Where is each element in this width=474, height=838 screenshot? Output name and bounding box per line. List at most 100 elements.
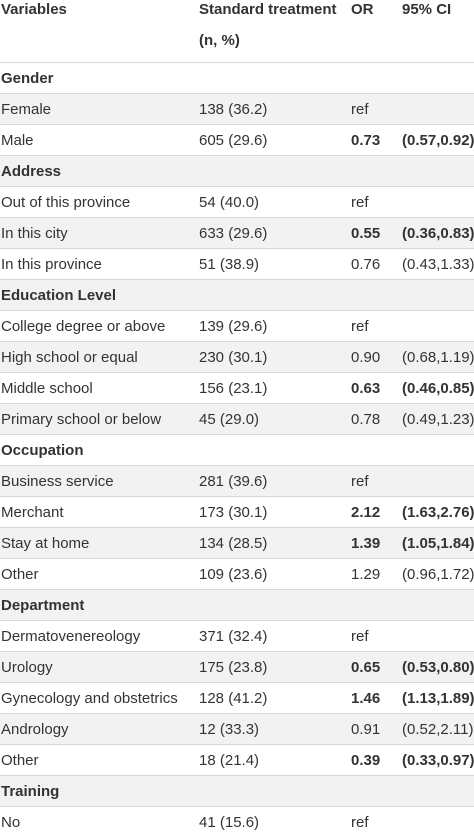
table-row: College degree or above 139 (29.6) ref (0, 310, 474, 342)
or-cell: ref (351, 472, 369, 490)
group-header-row: Address (0, 155, 474, 187)
ci-cell: (0.53,0.80) (402, 658, 474, 676)
variable-cell: Other (1, 751, 39, 769)
standard-treatment-cell: 41 (15.6) (199, 813, 260, 831)
standard-treatment-cell: 12 (33.3) (199, 720, 260, 738)
variable-cell: Middle school (1, 379, 93, 397)
table-row: Merchant 173 (30.1) 2.12 (1.63,2.76) (0, 496, 474, 528)
or-cell: ref (351, 193, 369, 211)
table-body: Gender Female 138 (36.2) ref Male 605 (29.6) 0… (0, 62, 474, 838)
or-cell: 0.63 (351, 379, 381, 397)
table-row: Dermatovenereology 371 (32.4) ref (0, 620, 474, 652)
standard-treatment-cell: 45 (29.0) (199, 410, 260, 428)
group-label: Address (1, 162, 62, 180)
variable-cell: Gynecology and obstetrics (1, 689, 178, 707)
or-cell: ref (351, 317, 369, 335)
ci-cell: (0.43,1.33) (402, 255, 474, 273)
or-cell: 1.29 (351, 565, 381, 583)
variable-cell: In this city (1, 224, 68, 242)
standard-treatment-cell: 134 (28.5) (199, 534, 268, 552)
or-cell: 1.46 (351, 689, 381, 707)
standard-treatment-cell: 54 (40.0) (199, 193, 260, 211)
ci-cell: (0.46,0.85) (402, 379, 474, 397)
group-label: Training (1, 782, 60, 800)
or-cell: 2.12 (351, 503, 381, 521)
ci-cell (401, 621, 474, 652)
or-cell: 0.55 (351, 224, 381, 242)
variable-cell: College degree or above (1, 317, 166, 335)
variable-cell: Andrology (1, 720, 69, 738)
standard-treatment-cell: 139 (29.6) (199, 317, 268, 335)
or-cell: 1.39 (351, 534, 381, 552)
or-cell: ref (351, 813, 369, 831)
ci-cell (401, 311, 474, 342)
or-cell: ref (351, 627, 369, 645)
variable-cell: Dermatovenereology (1, 627, 141, 645)
standard-treatment-cell: 175 (23.8) (199, 658, 268, 676)
ci-cell (401, 94, 474, 125)
header-standard-line2: (n, %) (199, 32, 240, 49)
or-cell: 0.91 (351, 720, 381, 738)
table-row: Out of this province 54 (40.0) ref (0, 186, 474, 218)
ci-cell: (0.49,1.23) (402, 410, 474, 428)
ci-cell: (1.63,2.76) (402, 503, 474, 521)
ci-cell: (0.36,0.83) (402, 224, 474, 242)
standard-treatment-cell: 230 (30.1) (199, 348, 268, 366)
table-row: Primary school or below 45 (29.0) 0.78 (0.4… (0, 403, 474, 435)
variable-cell: In this province (1, 255, 102, 273)
group-label: Gender (1, 69, 54, 87)
or-cell: 0.76 (351, 255, 381, 273)
header-or: OR (351, 1, 374, 18)
standard-treatment-cell: 51 (38.9) (199, 255, 260, 273)
header-ci: 95% CI (402, 1, 452, 18)
table-row: Gynecology and obstetrics 128 (41.2) 1.46 (… (0, 682, 474, 714)
table-row: No 41 (15.6) ref (0, 806, 474, 838)
or-cell: 0.90 (351, 348, 381, 366)
ci-cell: (0.96,1.72) (402, 565, 474, 583)
ci-cell: (1.05,1.84) (402, 534, 474, 552)
variable-cell: Business service (1, 472, 114, 490)
group-label: Department (1, 596, 85, 614)
table-row: Male 605 (29.6) 0.73 (0.57,0.92) (0, 124, 474, 156)
ci-cell (401, 466, 474, 497)
group-header-row: Department (0, 589, 474, 621)
ci-cell: (0.52,2.11) (402, 720, 474, 738)
standard-treatment-cell: 18 (21.4) (199, 751, 260, 769)
standard-treatment-cell: 109 (23.6) (199, 565, 268, 583)
variable-cell: Other (1, 565, 39, 583)
or-cell: 0.65 (351, 658, 381, 676)
standard-treatment-cell: 138 (36.2) (199, 100, 268, 118)
standard-treatment-cell: 128 (41.2) (199, 689, 268, 707)
variable-cell: Primary school or below (1, 410, 162, 428)
table-row: Andrology 12 (33.3) 0.91 (0.52,2.11) (0, 713, 474, 745)
ci-cell: (0.68,1.19) (402, 348, 474, 366)
variable-cell: Out of this province (1, 193, 131, 211)
group-label: Education Level (1, 286, 117, 304)
group-label: Occupation (1, 441, 84, 459)
ci-cell: (0.33,0.97) (402, 751, 474, 769)
table-row: Other 18 (21.4) 0.39 (0.33,0.97) (0, 744, 474, 776)
table-row: Stay at home 134 (28.5) 1.39 (1.05,1.84) (0, 527, 474, 559)
standard-treatment-cell: 605 (29.6) (199, 131, 268, 149)
group-header-row: Education Level (0, 279, 474, 311)
ci-cell: (1.13,1.89) (402, 689, 474, 707)
table-row: In this province 51 (38.9) 0.76 (0.43,1.33) (0, 248, 474, 280)
group-header-row: Gender (0, 62, 474, 94)
variable-cell: Stay at home (1, 534, 90, 552)
or-cell: 0.39 (351, 751, 381, 769)
or-cell: ref (351, 100, 369, 118)
variable-cell: Male (1, 131, 34, 149)
or-cell: 0.78 (351, 410, 381, 428)
header-standard-line1: Standard treatment (199, 1, 337, 18)
header-variables: Variables (1, 1, 67, 18)
standard-treatment-cell: 281 (39.6) (199, 472, 268, 490)
table-row: In this city 633 (29.6) 0.55 (0.36,0.83) (0, 217, 474, 249)
or-cell: 0.73 (351, 131, 381, 149)
table-row: Urology 175 (23.8) 0.65 (0.53,0.80) (0, 651, 474, 683)
ci-cell: (0.57,0.92) (402, 131, 474, 149)
table-row: Middle school 156 (23.1) 0.63 (0.46,0.85) (0, 372, 474, 404)
standard-treatment-cell: 633 (29.6) (199, 224, 268, 242)
table-row: Female 138 (36.2) ref (0, 93, 474, 125)
ci-cell (401, 187, 474, 218)
